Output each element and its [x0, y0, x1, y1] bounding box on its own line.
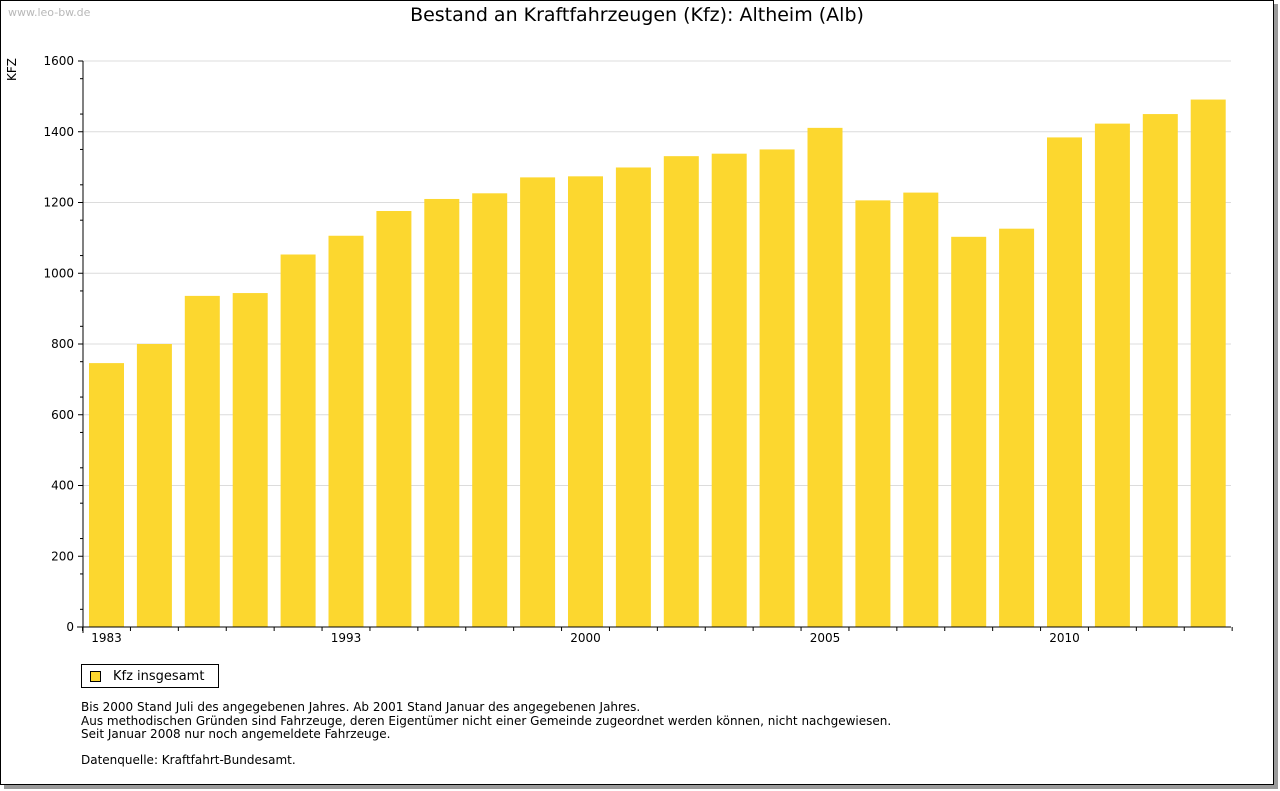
bar: [520, 177, 556, 628]
y-tick-label: 1200: [43, 196, 74, 210]
bar: [855, 200, 891, 627]
y-tick-label: 200: [51, 549, 74, 563]
y-tick-label: 1600: [43, 54, 74, 68]
bar: [328, 235, 364, 627]
y-tick-label: 600: [51, 408, 74, 422]
bar: [615, 167, 651, 627]
bar: [663, 156, 699, 627]
legend: Kfz insgesamt: [81, 664, 219, 688]
bar: [568, 176, 603, 627]
bar: [807, 127, 843, 627]
bar: [472, 193, 508, 628]
x-tick-label: 2010: [1049, 631, 1080, 645]
bars: [89, 99, 1226, 628]
y-tick-label: 1400: [43, 125, 74, 139]
bar: [184, 295, 220, 627]
bar: [1142, 114, 1178, 627]
y-tick-label: 1000: [43, 266, 74, 280]
y-tick-label: 800: [51, 337, 74, 351]
footnote-1: Bis 2000 Stand Juli des angegebenen Jahr…: [81, 700, 641, 714]
bar: [1190, 99, 1226, 628]
bar: [280, 254, 316, 627]
legend-label: Kfz insgesamt: [113, 668, 205, 684]
y-tick-label: 0: [66, 620, 74, 634]
legend-swatch: [90, 670, 101, 682]
bar: [89, 363, 124, 627]
bar: [232, 293, 268, 627]
x-tick-label: 2000: [570, 631, 601, 645]
axes: [77, 61, 1231, 633]
bar: [951, 236, 987, 627]
bar: [136, 344, 172, 627]
data-source: Datenquelle: Kraftfahrt-Bundesamt.: [81, 753, 296, 767]
y-tick-label: 400: [51, 479, 74, 493]
footnotes: Bis 2000 Stand Juli des angegebenen Jahr…: [81, 700, 892, 742]
bar: [759, 149, 795, 627]
watermark: www.leo-bw.de: [8, 6, 91, 19]
bar: [424, 198, 460, 627]
footnote-2: Aus methodischen Gründen sind Fahrzeuge,…: [81, 713, 892, 728]
bar: [1047, 137, 1082, 627]
x-tick-label: 1993: [331, 631, 362, 645]
bar: [376, 210, 412, 628]
gridlines: [83, 60, 1231, 557]
footnote-3: Seit Januar 2008 nur noch angemeldete Fa…: [81, 727, 391, 741]
bar-chart: 0 200 400 600 800 1000 1200 1400 1600 1983 1993 20…: [43, 54, 1233, 645]
x-ticks: 1983 1993 2000 2005 2010: [82, 627, 1233, 645]
bar: [1094, 123, 1130, 628]
bar: [711, 153, 747, 627]
chart-title: Bestand an Kraftfahrzeugen (Kfz): Althei…: [410, 4, 864, 26]
bar: [903, 192, 939, 627]
y-ticks: 0 200 400 600 800 1000 1200 1400 1600: [43, 54, 83, 634]
x-tick-label: 1983: [91, 631, 122, 645]
x-tick-label: 2005: [810, 631, 841, 645]
bar: [999, 228, 1035, 628]
